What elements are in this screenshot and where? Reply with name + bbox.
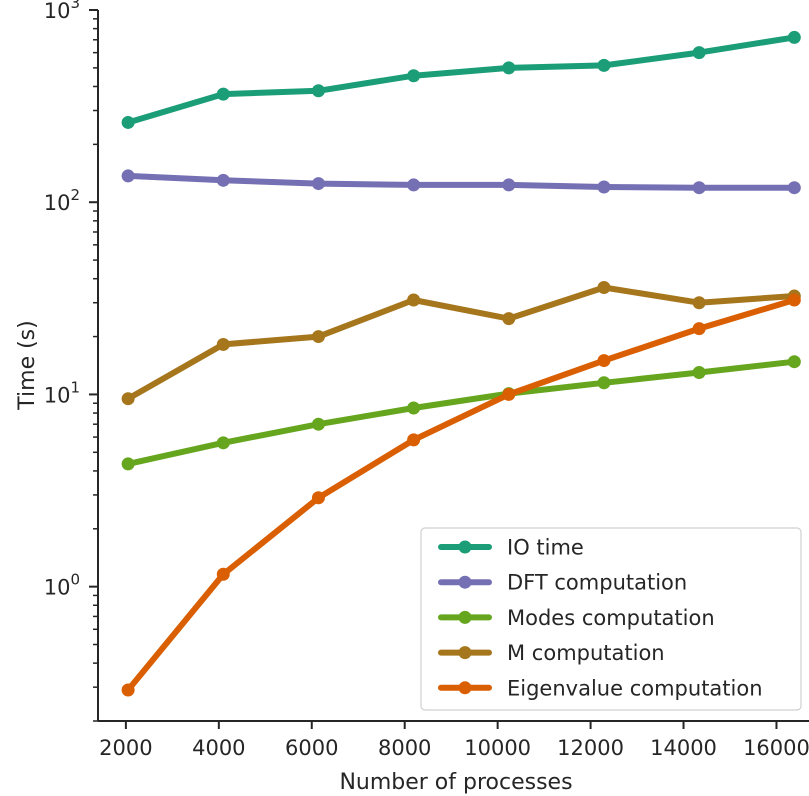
data-point — [597, 376, 611, 390]
data-point — [121, 457, 135, 471]
legend-item: DFT computation — [438, 571, 687, 595]
legend-item: IO time — [438, 536, 584, 560]
x-tick-label: 2000 — [99, 736, 152, 760]
y-tick-label: 100 — [44, 571, 80, 600]
y-tick-label: 103 — [44, 0, 80, 23]
series-line — [125, 172, 798, 191]
data-point — [502, 312, 516, 326]
data-point — [502, 178, 516, 192]
data-point — [311, 417, 325, 431]
data-point — [216, 173, 230, 187]
series-dft-computation — [121, 169, 801, 195]
data-point — [311, 84, 325, 98]
x-tick-label: 16000 — [743, 736, 809, 760]
legend-label: Eigenvalue computation — [507, 676, 763, 700]
legend-label: IO time — [507, 536, 584, 560]
series-line — [125, 284, 798, 402]
data-point — [407, 69, 421, 83]
data-point — [407, 433, 421, 447]
legend-label: DFT computation — [507, 571, 687, 595]
data-point — [787, 30, 801, 44]
legend-box — [420, 527, 802, 711]
x-tick-label: 4000 — [192, 736, 245, 760]
legend-item: Eigenvalue computation — [438, 676, 763, 700]
y-axis-label: Time (s) — [15, 320, 40, 410]
data-point — [597, 281, 611, 295]
data-point — [787, 293, 801, 307]
x-tick-label: 6000 — [285, 736, 338, 760]
data-point — [407, 293, 421, 307]
x-tick-label: 10000 — [464, 736, 531, 760]
legend-swatch-marker — [458, 681, 472, 695]
legend-item: Modes computation — [438, 606, 715, 630]
data-point — [502, 61, 516, 75]
data-point — [597, 354, 611, 368]
legend-label: Modes computation — [507, 606, 715, 630]
data-point — [692, 296, 706, 310]
data-point — [311, 491, 325, 505]
data-point — [121, 115, 135, 129]
data-point — [216, 436, 230, 450]
data-point — [692, 322, 706, 336]
series-io-time — [121, 30, 801, 129]
data-point — [216, 87, 230, 101]
series-line — [125, 34, 798, 126]
series-m-computation — [121, 281, 801, 406]
legend-swatch-marker — [458, 610, 472, 624]
data-point — [692, 46, 706, 60]
legend-swatch-marker — [458, 646, 472, 660]
data-point — [407, 401, 421, 415]
data-point — [311, 177, 325, 191]
x-tick-label: 12000 — [557, 736, 624, 760]
chart-series — [121, 30, 801, 697]
data-point — [787, 355, 801, 369]
legend: IO time DFT computation Modes computation M… — [420, 527, 802, 711]
y-tick-label: 102 — [44, 186, 80, 215]
x-axis-label: Number of processes — [339, 770, 572, 795]
data-point — [692, 366, 706, 380]
data-point — [692, 181, 706, 195]
legend-swatch-marker — [458, 540, 472, 554]
data-point — [121, 683, 135, 697]
series-eigenvalue-computation — [121, 293, 801, 697]
data-point — [407, 178, 421, 192]
axis-ticks: 2000 4000 6000 8000 10000 12000 14000 16000 100 1… — [44, 0, 809, 760]
data-point — [311, 330, 325, 344]
legend-item: M computation — [438, 641, 665, 665]
data-point — [597, 180, 611, 194]
series-line — [125, 358, 798, 467]
x-tick-label: 14000 — [650, 736, 717, 760]
series-modes-computation — [121, 355, 801, 471]
data-point — [787, 181, 801, 195]
data-point — [597, 58, 611, 72]
data-point — [502, 387, 516, 401]
data-point — [121, 392, 135, 406]
data-point — [216, 337, 230, 351]
legend-swatch-marker — [458, 575, 472, 589]
data-point — [216, 567, 230, 581]
data-point — [121, 169, 135, 183]
y-tick-label: 101 — [44, 378, 80, 407]
legend-label: M computation — [507, 641, 665, 665]
series-line — [125, 297, 798, 693]
x-tick-label: 8000 — [378, 736, 431, 760]
